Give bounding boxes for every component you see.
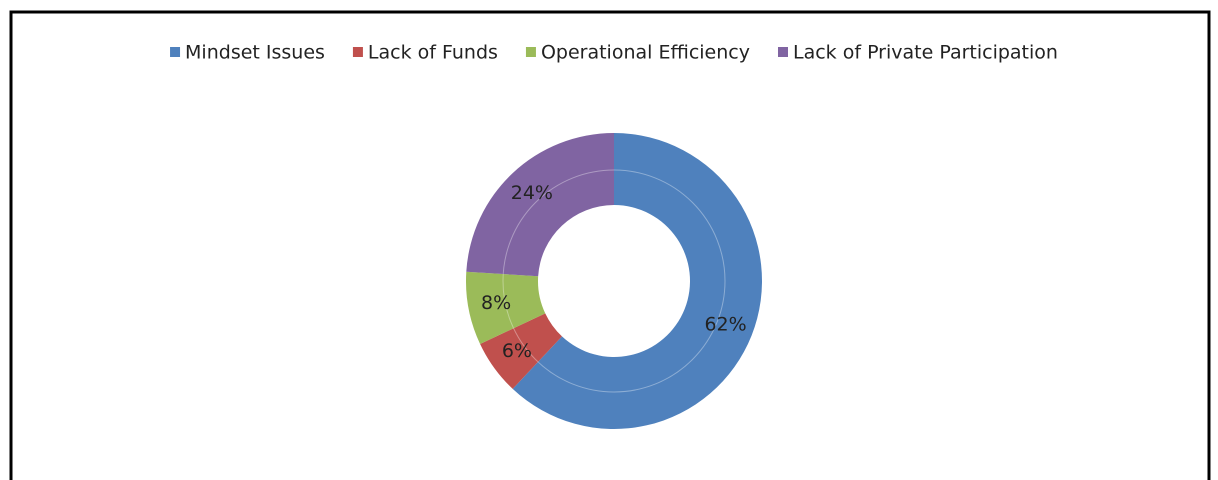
data-label: 24%	[511, 182, 553, 204]
data-label: 6%	[502, 340, 532, 362]
donut-segment	[466, 133, 614, 277]
legend-swatch	[170, 47, 181, 57]
legend-swatch	[352, 47, 363, 57]
donut-segment	[512, 133, 762, 430]
donut-segment	[466, 271, 546, 345]
donut-segment	[480, 313, 562, 389]
legend-label: Lack of Private Participation	[793, 42, 1058, 64]
legend-label: Mindset Issues	[185, 42, 325, 64]
legend-swatch	[777, 47, 788, 57]
legend-label: Operational Efficiency	[541, 42, 750, 64]
data-label: 62%	[704, 314, 746, 336]
legend-swatch	[525, 47, 536, 57]
legend-label: Lack of Funds	[368, 42, 498, 64]
legend: Mindset Issues Lack of Funds Operational E…	[170, 42, 1058, 64]
inner-ring	[502, 169, 726, 393]
data-label: 8%	[481, 292, 511, 314]
